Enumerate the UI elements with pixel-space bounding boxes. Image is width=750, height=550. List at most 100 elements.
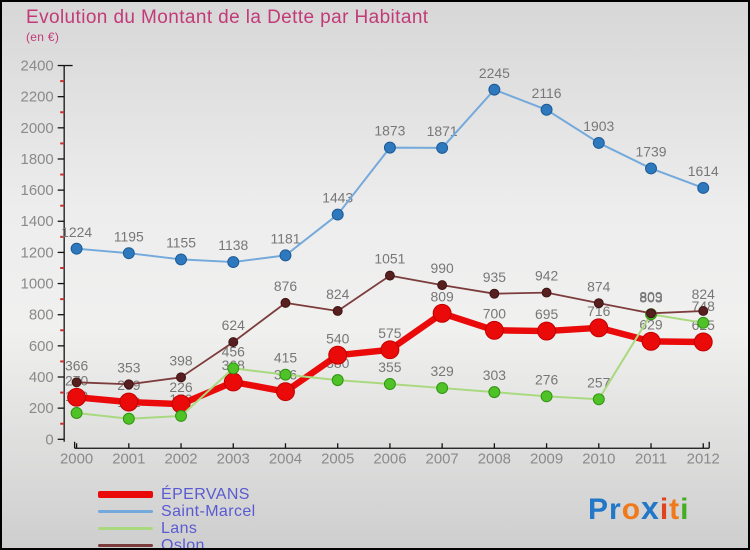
data-label: 366 [65,357,88,373]
data-labels: 2702392263683065405758097006957166296251… [61,65,719,410]
data-point [122,412,135,425]
data-point [67,387,87,407]
svg-text:2004: 2004 [269,452,302,468]
title-block: Evolution du Montant de la Dette par Hab… [26,7,428,44]
data-point [484,320,504,340]
data-label: 803 [639,289,662,305]
svg-text:200: 200 [29,401,54,417]
data-label: 1903 [583,118,614,134]
legend-item-lans: Lans [98,520,256,537]
svg-text:2012: 2012 [687,452,720,468]
svg-text:2000: 2000 [21,121,54,137]
data-label: 540 [326,330,349,346]
data-point [537,321,557,341]
data-label: 276 [535,371,558,387]
data-point [71,377,82,388]
data-label: 415 [274,350,297,366]
data-point [119,392,139,412]
legend-line-lans [98,527,153,530]
svg-text:2009: 2009 [530,452,563,468]
data-point [70,242,83,255]
x-axis: 2000 2001 2002 2003 2004 2005 2006 2007 2008 2009… [60,441,720,468]
data-label: 824 [692,286,715,302]
svg-text:2000: 2000 [60,452,93,468]
data-point [331,374,344,387]
data-label: 716 [587,303,610,319]
data-point [383,378,396,390]
data-label: 942 [535,268,558,284]
legend-line-epervans [98,491,153,498]
data-point [697,316,710,329]
data-label: 456 [222,343,245,359]
svg-text:800: 800 [29,308,54,324]
svg-text:600: 600 [29,339,54,355]
page-title: Evolution du Montant de la Dette par Hab… [26,7,429,28]
logo-letter: i [680,493,690,526]
svg-text:1000: 1000 [21,277,54,293]
data-label: 303 [483,367,506,383]
data-point [175,253,188,266]
data-point [437,280,448,291]
data-point [228,337,239,348]
legend-label-saint-marcel: Saint-Marcel [161,503,256,520]
data-point [540,103,553,116]
data-point [436,141,449,154]
data-label: 353 [117,359,140,375]
data-point [488,386,501,399]
proxiti-logo[interactable]: Proxiti [588,490,690,527]
data-label: 809 [639,288,662,304]
data-label: 1739 [636,144,667,160]
data-point [280,297,291,308]
data-label: 695 [535,306,558,322]
data-point [436,382,449,395]
data-point [122,247,135,260]
data-point [592,393,605,406]
series-Lans [70,308,710,425]
data-point [227,362,240,375]
data-point [383,141,396,154]
svg-text:2001: 2001 [112,452,145,468]
svg-text:2005: 2005 [321,452,354,468]
data-point [488,83,501,96]
data-point [645,162,657,175]
svg-text:400: 400 [29,370,54,386]
data-point [279,368,292,381]
series-Oslon [71,270,709,390]
data-point [698,306,709,316]
svg-text:2003: 2003 [217,452,250,468]
data-label: 624 [222,317,245,333]
svg-text:0: 0 [45,432,53,448]
logo-letter: P [588,493,610,526]
logo-letter: r [609,493,622,526]
data-label: 1195 [114,228,144,244]
svg-text:1400: 1400 [21,214,54,230]
page-subtitle: (en €) [26,30,60,44]
data-label: 355 [378,359,401,375]
logo-letter: i [659,493,670,526]
data-label: 700 [483,305,506,321]
data-point [697,181,710,194]
data-point [227,256,240,269]
logo-letter: o [621,493,642,526]
data-point [279,249,292,262]
svg-text:2011: 2011 [635,452,667,468]
data-point [589,318,609,338]
legend-item-oslon: Oslon [98,537,256,550]
data-point [223,372,243,392]
y-axis: 0 200 400 600 800 1000 1200 1400 1600 1800 2000 220… [21,59,73,448]
data-point [331,208,344,221]
data-label: 1181 [271,230,301,246]
svg-text:2007: 2007 [426,452,459,468]
svg-text:2002: 2002 [164,452,197,468]
svg-text:1200: 1200 [21,245,54,261]
data-label: 748 [692,298,715,314]
data-point [384,270,395,281]
data-label: 1138 [218,237,248,253]
data-point [328,345,348,365]
legend-label-oslon: Oslon [161,537,205,550]
data-point [432,303,452,323]
data-label: 629 [639,316,662,332]
data-label: 1051 [374,251,405,267]
